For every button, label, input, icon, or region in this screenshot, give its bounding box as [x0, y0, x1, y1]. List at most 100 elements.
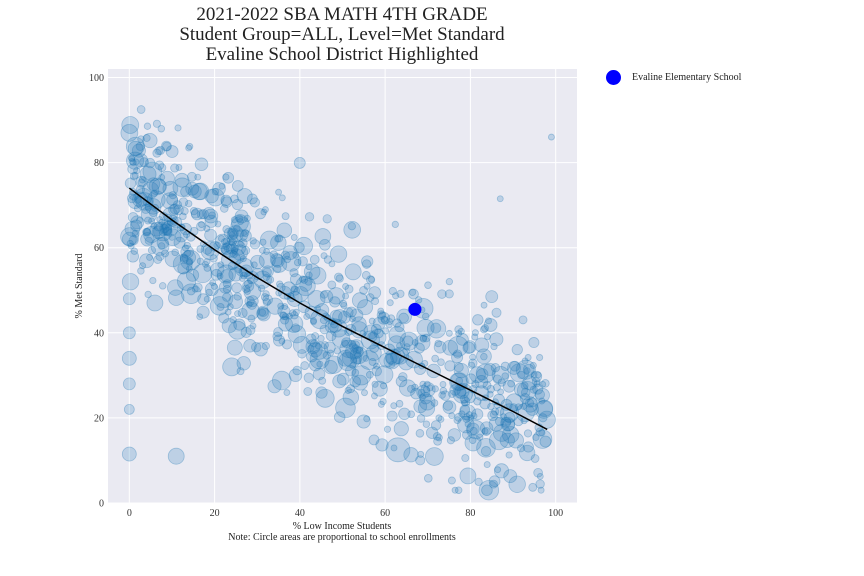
school-point: [240, 326, 252, 338]
plot-area: [108, 69, 577, 503]
school-point: [407, 384, 416, 393]
school-point: [305, 271, 313, 279]
school-point: [261, 265, 274, 278]
school-point: [220, 204, 229, 213]
school-point: [269, 253, 284, 267]
school-point: [294, 236, 313, 256]
school-point: [134, 153, 149, 168]
school-point: [223, 245, 231, 253]
school-point: [209, 279, 217, 287]
school-point: [392, 292, 400, 300]
school-point: [187, 184, 202, 199]
school-point: [166, 193, 179, 206]
school-point: [182, 230, 191, 239]
school-point: [522, 441, 534, 453]
school-point: [146, 294, 164, 312]
school-point: [170, 163, 180, 173]
school-point: [368, 317, 376, 325]
school-point: [233, 318, 246, 331]
school-point: [475, 363, 496, 384]
school-point: [226, 225, 244, 243]
school-point: [241, 229, 250, 238]
school-point: [417, 399, 436, 417]
school-point: [416, 414, 426, 423]
school-point: [500, 416, 516, 432]
school-point: [375, 438, 389, 452]
school-point: [247, 314, 256, 323]
school-point: [323, 255, 333, 264]
school-point: [416, 384, 431, 399]
school-point: [221, 238, 228, 246]
school-point: [286, 291, 303, 307]
school-point: [479, 398, 491, 410]
school-point: [167, 447, 185, 465]
school-point: [277, 304, 291, 318]
x-axis-label: % Low Income Students: [292, 521, 392, 532]
y-tick-label: 100: [89, 73, 104, 84]
school-point: [456, 333, 469, 346]
school-point: [377, 400, 385, 408]
school-point: [165, 145, 179, 158]
school-point: [521, 357, 529, 365]
school-point: [142, 134, 151, 142]
school-point: [398, 372, 408, 382]
school-point: [243, 279, 253, 289]
school-point: [537, 486, 545, 494]
school-point: [228, 294, 243, 310]
school-point: [396, 342, 403, 350]
school-point: [530, 370, 543, 383]
school-point: [132, 191, 148, 208]
school-point: [320, 290, 329, 299]
school-point: [310, 341, 329, 360]
school-point: [365, 344, 382, 361]
school-point: [467, 414, 475, 422]
school-point: [128, 158, 136, 165]
school-point: [292, 365, 302, 376]
school-point: [492, 374, 502, 384]
school-point: [196, 209, 207, 220]
y-axis-label: % Met Standard: [74, 254, 85, 319]
school-point: [153, 221, 173, 242]
school-point: [168, 233, 176, 241]
school-point: [361, 255, 374, 268]
school-point: [276, 222, 293, 239]
school-point: [159, 228, 168, 237]
school-point: [122, 377, 136, 391]
school-point: [322, 214, 332, 224]
school-point: [144, 157, 156, 169]
school-point: [471, 329, 479, 337]
school-point: [228, 228, 237, 238]
school-point: [507, 432, 524, 449]
school-point: [292, 286, 309, 303]
school-point: [391, 220, 399, 229]
school-point: [361, 389, 368, 397]
school-point: [426, 363, 441, 379]
school-point: [226, 234, 238, 246]
school-point: [347, 222, 356, 231]
school-point: [245, 300, 253, 308]
school-point: [408, 288, 417, 296]
school-point: [462, 429, 472, 440]
school-point: [267, 379, 282, 394]
school-point: [262, 290, 270, 298]
school-point: [481, 426, 491, 436]
school-point: [471, 333, 479, 341]
school-point: [345, 343, 362, 360]
school-point: [480, 352, 488, 361]
school-point: [435, 414, 443, 422]
school-point: [325, 330, 337, 342]
school-point: [127, 212, 139, 223]
school-point: [128, 154, 136, 162]
school-point: [185, 181, 200, 196]
school-point: [184, 249, 191, 257]
school-point: [271, 254, 285, 268]
school-point: [154, 160, 165, 171]
school-point: [349, 375, 361, 388]
school-point: [290, 285, 301, 296]
school-point: [320, 252, 328, 260]
school-point: [236, 240, 244, 248]
school-point: [214, 220, 222, 228]
school-point: [380, 382, 388, 390]
school-point: [259, 230, 279, 250]
school-point: [349, 362, 357, 369]
